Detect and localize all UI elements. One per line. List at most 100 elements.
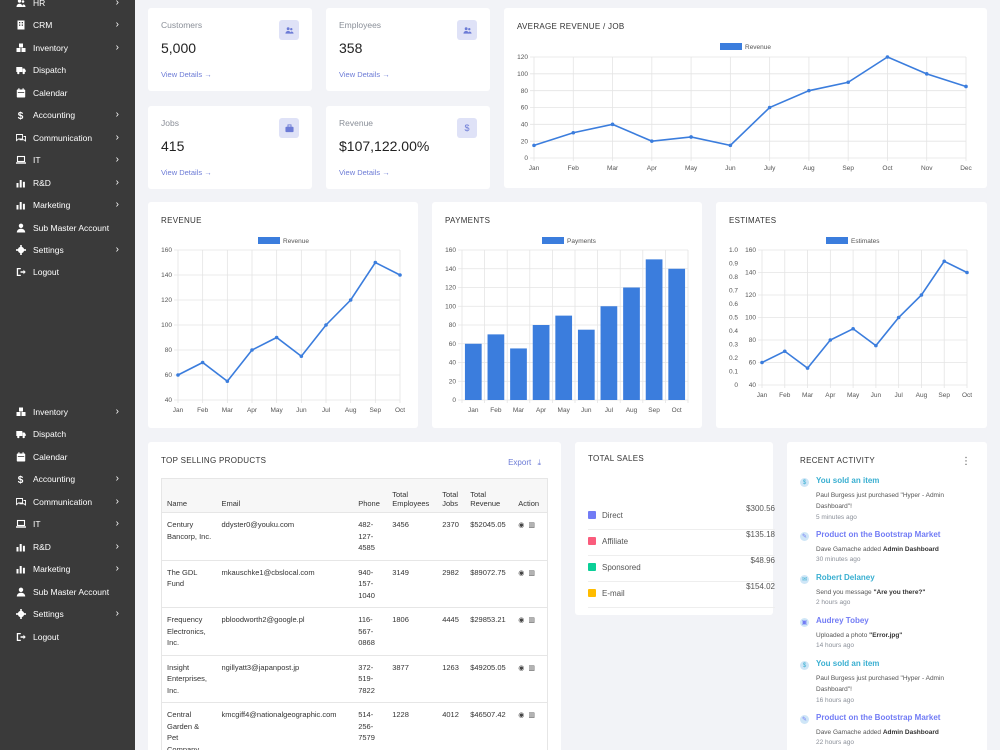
activity-desc: Paul Burgess just purchased "Hyper - Adm… (816, 492, 945, 510)
sidebar-item-lower-accounting[interactable]: $ Accounting › (0, 468, 135, 490)
y-tick-label: 0 (524, 155, 528, 162)
sidebar-item-lower-inventory[interactable]: Inventory › (0, 401, 135, 423)
activity-title[interactable]: You sold an item (816, 476, 880, 485)
activity-title[interactable]: Product on the Bootstrap Market (816, 530, 941, 539)
nav-label: Inventory (33, 42, 68, 53)
legend-swatch (588, 511, 596, 519)
view-icon[interactable]: ◉ (518, 569, 525, 577)
x-tick-label: Oct (962, 392, 972, 399)
employees-view-details-link[interactable]: View Details → (339, 70, 390, 79)
sidebar-item-logout[interactable]: Logout (0, 261, 135, 283)
chat-icon (15, 132, 27, 144)
bar (555, 315, 573, 400)
column-header: Name (161, 478, 217, 513)
sidebar-item-crm[interactable]: CRM › (0, 14, 135, 36)
sidebar-item-lower-marketing[interactable]: Marketing › (0, 558, 135, 580)
sidebar-item-r-d[interactable]: R&D › (0, 172, 135, 194)
avg-revenue-chart: Revenue 0 20 40 60 80 100 120 Jan Feb Mar Apr May Jun… (517, 43, 973, 172)
activity-title[interactable]: Audrey Tobey (816, 616, 869, 625)
x-tick-label: Feb (779, 392, 791, 399)
customers-view-details-link[interactable]: View Details → (161, 70, 212, 79)
delete-icon[interactable]: ▥ (528, 522, 535, 529)
sidebar-item-inventory[interactable]: Inventory › (0, 37, 135, 59)
briefcase-icon (279, 118, 299, 138)
sidebar-item-dispatch[interactable]: Dispatch (0, 59, 135, 81)
chevron-right-icon: › (115, 406, 119, 417)
data-point (398, 273, 402, 277)
cell-email: ddyster0@youku.com (216, 512, 354, 561)
delete-icon[interactable]: ▥ (528, 664, 535, 672)
bar (668, 268, 686, 400)
delete-icon[interactable]: ▥ (528, 712, 535, 719)
view-icon[interactable]: ◉ (518, 712, 525, 719)
revenue-view-details-link[interactable]: View Details → (339, 168, 390, 177)
activity-icon: $ (800, 478, 809, 487)
sidebar-item-lower-sub-master-account[interactable]: Sub Master Account (0, 581, 135, 603)
revenue-card: Revenue $107,122.00% View Details → $ (326, 106, 490, 189)
y-tick-label: 100 (745, 315, 756, 322)
bar (532, 325, 550, 400)
sidebar-item-lower-communication[interactable]: Communication › (0, 491, 135, 513)
x-tick-label: Sep (370, 407, 382, 414)
sidebar-item-it[interactable]: IT › (0, 149, 135, 171)
cell-email: mkauschke1@cbslocal.com (216, 560, 354, 608)
chart-icon (15, 199, 27, 211)
sidebar-item-hr[interactable]: HR › (0, 0, 135, 14)
sidebar-item-marketing[interactable]: Marketing › (0, 194, 135, 216)
activity-title[interactable]: You sold an item (816, 659, 880, 668)
chevron-right-icon: › (115, 19, 119, 31)
export-button[interactable]: Export ⤓ (508, 458, 541, 468)
view-icon[interactable]: ◉ (518, 617, 525, 624)
y-tick-label: 100 (445, 303, 456, 310)
y-tick-label: 40 (449, 360, 457, 367)
sidebar-item-lower-dispatch[interactable]: Dispatch (0, 423, 135, 445)
activity-title[interactable]: Robert Delaney (816, 573, 875, 582)
delete-icon[interactable]: ▥ (528, 569, 535, 577)
dollar-icon: $ (15, 473, 27, 485)
sidebar-item-communication[interactable]: Communication › (0, 127, 135, 149)
view-icon[interactable]: ◉ (518, 664, 525, 672)
more-options-icon[interactable]: ⋮ (961, 456, 971, 467)
y2-tick-label: 0.5 (729, 315, 738, 322)
y2-tick-label: 0.3 (729, 342, 738, 349)
payments-chart-card: PAYMENTS Payments 0 20 40 60 80 100 120 140 160 Ja… (432, 202, 702, 428)
sidebar-item-accounting[interactable]: $ Accounting › (0, 104, 135, 126)
chevron-right-icon: › (115, 473, 119, 485)
column-header: Total Revenue (465, 478, 514, 513)
building-icon (15, 19, 27, 31)
x-tick-label: Mar (513, 407, 525, 414)
cell-email: pbloodworth2@google.pl (216, 607, 354, 656)
sidebar-item-lower-calendar[interactable]: Calendar (0, 446, 135, 468)
estimates-chart: Estimates 40 60 80 100 120 140 160 0 0.1 0.2 0.3 0.4… (729, 237, 972, 399)
delete-icon[interactable]: ▥ (528, 617, 535, 624)
sales-row: E-mail $154.02 (588, 582, 775, 608)
sales-label: E-mail (602, 589, 625, 598)
data-point (807, 88, 811, 93)
y-tick-label: 160 (161, 247, 172, 254)
table-row: The GDL Fund mkauschke1@cbslocal.com 940-1… (161, 560, 549, 608)
data-point (851, 326, 855, 331)
x-tick-label: Jan (529, 165, 540, 172)
x-tick-label: Mar (802, 392, 814, 399)
revenue-label: Revenue (339, 118, 374, 128)
boxes-icon (15, 42, 27, 54)
view-icon[interactable]: ◉ (518, 522, 525, 529)
activity-title[interactable]: Product on the Bootstrap Market (816, 713, 941, 722)
jobs-view-details-link[interactable]: View Details → (161, 168, 212, 177)
sidebar-item-lower-it[interactable]: IT › (0, 513, 135, 535)
sidebar-item-calendar[interactable]: Calendar (0, 82, 135, 104)
sidebar-item-sub-master-account[interactable]: Sub Master Account (0, 217, 135, 239)
payments-chart: Payments 0 20 40 60 80 100 120 140 160 Jan Feb Mar Ap… (445, 237, 689, 414)
x-tick-label: Jun (581, 407, 592, 414)
sidebar-item-lower-r-d[interactable]: R&D › (0, 536, 135, 558)
activity-desc: Dave Gamache added Admin Dashboard (816, 729, 939, 736)
sidebar-item-lower-settings[interactable]: Settings › (0, 603, 135, 625)
sidebar-item-lower-logout[interactable]: Logout (0, 626, 135, 648)
chevron-right-icon: › (115, 109, 119, 121)
nav-label: Inventory (33, 407, 68, 417)
cell-action: ◉ ▥ (513, 655, 549, 703)
y-tick-label: 20 (521, 138, 529, 145)
cell-name: Century Bancorp, Inc. (161, 512, 217, 561)
products-table: Name Email Phone Total Employees Total Jobs T… (161, 478, 549, 750)
sidebar-item-settings[interactable]: Settings › (0, 239, 135, 261)
